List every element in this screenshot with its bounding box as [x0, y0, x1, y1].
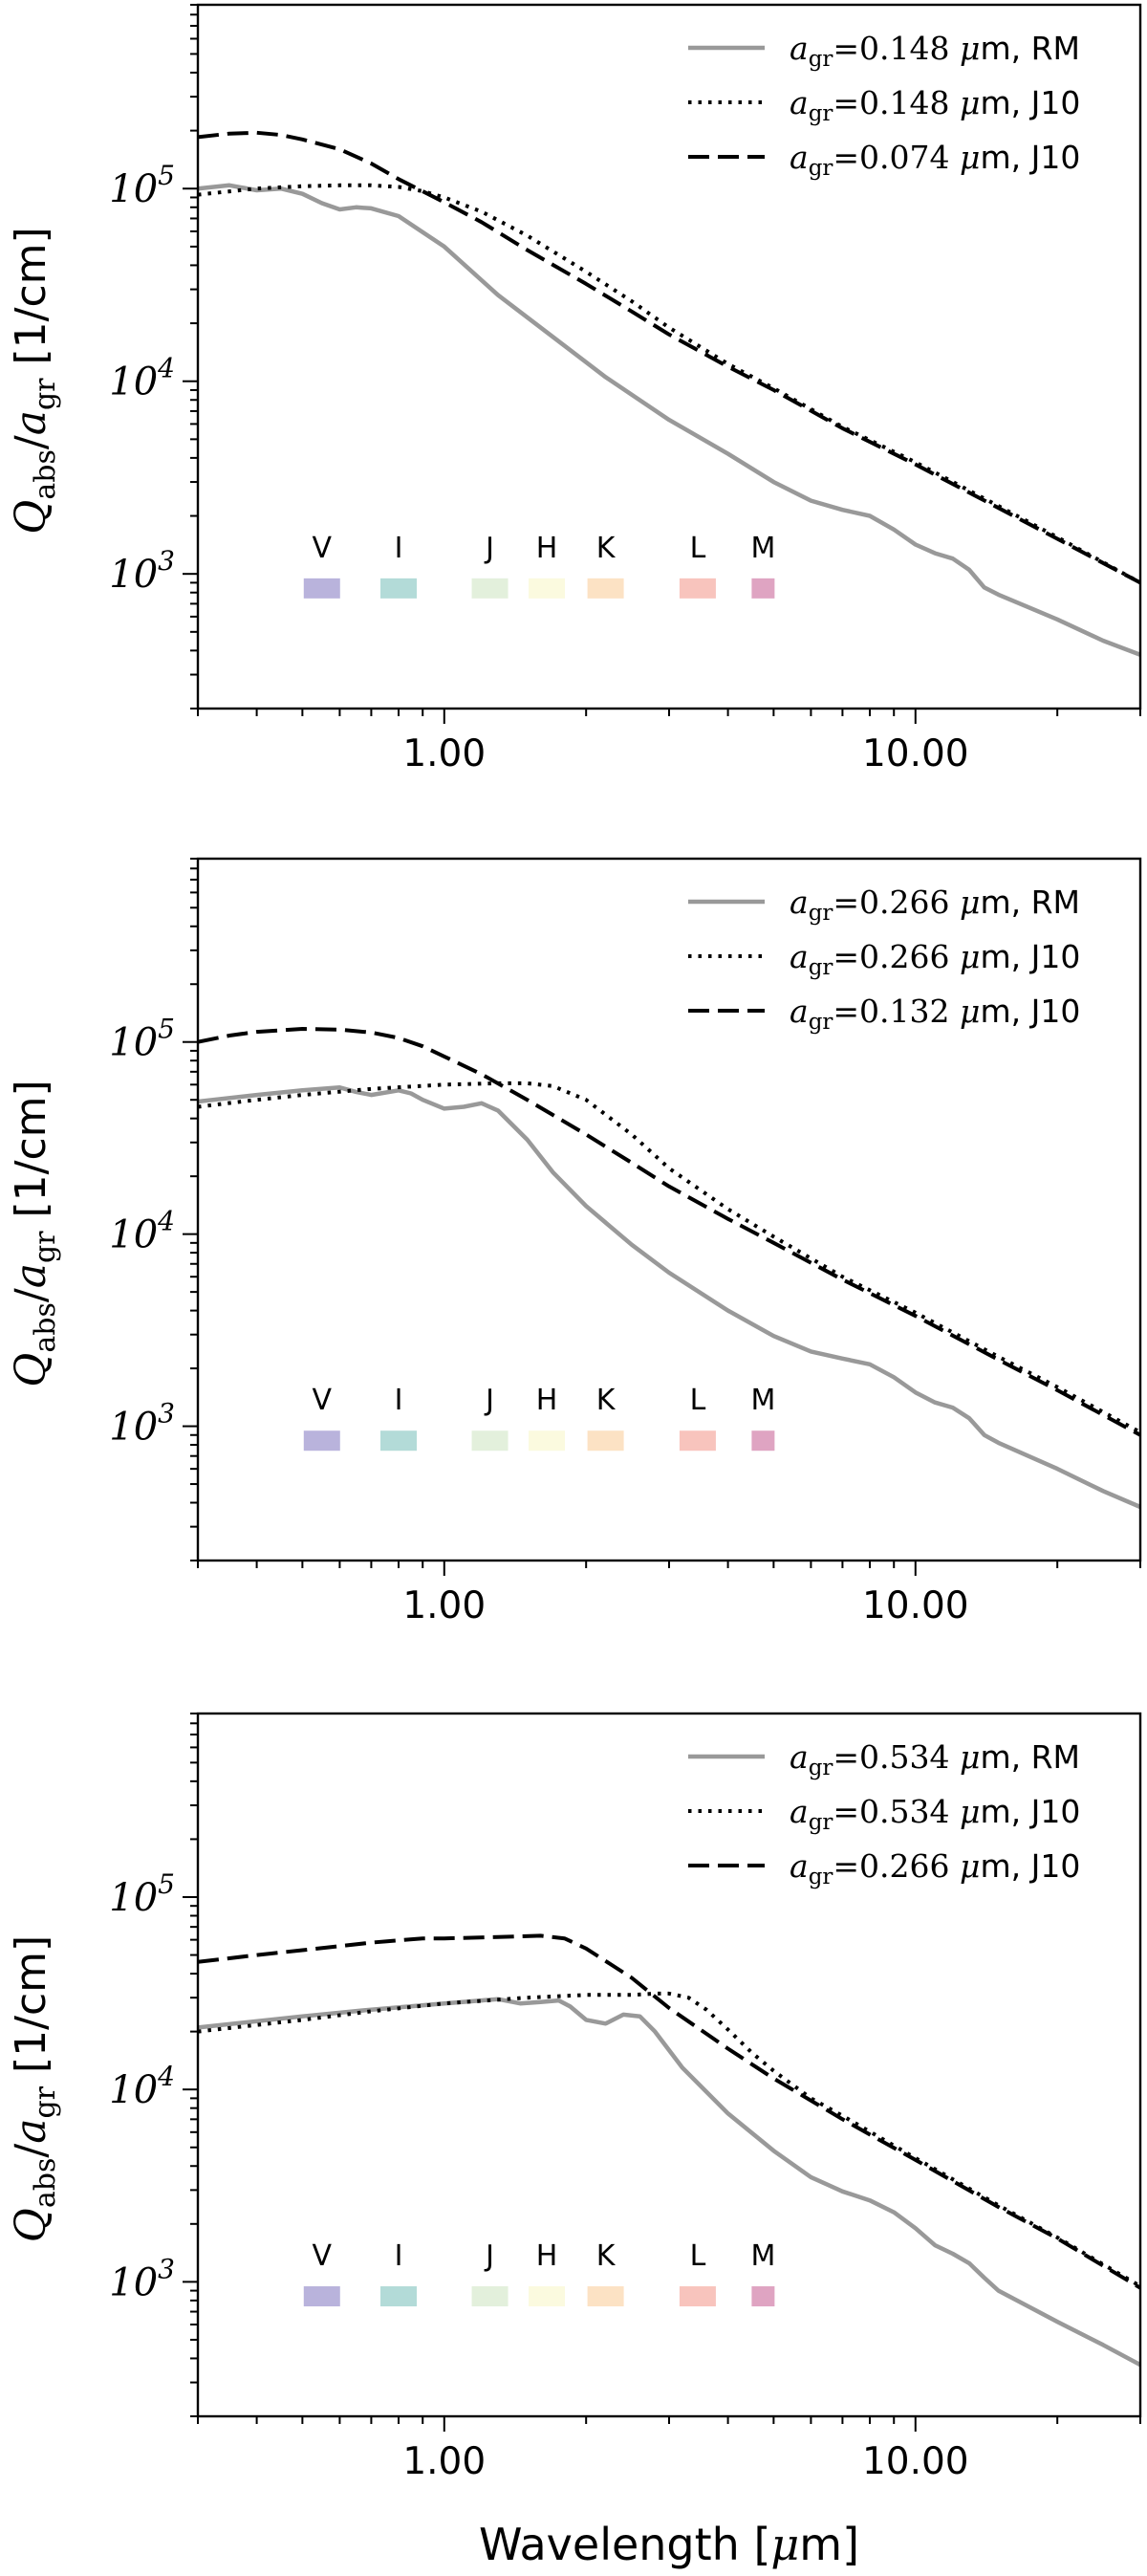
x-axis-ticks: [197, 709, 1141, 724]
y-tick-label: 103: [109, 2253, 175, 2304]
band-k-label: K: [596, 532, 617, 565]
y-tick-label: 104: [109, 353, 175, 404]
band-k-swatch: [587, 578, 624, 599]
band-i-swatch: [380, 2286, 418, 2307]
series-line-dashed: [198, 1027, 1140, 1437]
x-axis-ticks: [197, 1561, 1141, 1576]
chart-panel-3: V I J H K L M 1.00 10.00 103 104 105 Qabs/agr [1/cm]…: [7, 1712, 1142, 2570]
y-tick-label: 104: [109, 1206, 175, 1257]
x-tick-label: 10.00: [862, 732, 969, 775]
series-line-solid: [198, 1085, 1140, 1510]
legend: agr=0.148 μm, RM agr=0.148 μm, J10 agr=0.0…: [688, 30, 1080, 181]
x-axis-label: Wavelength [μm]: [479, 2519, 859, 2570]
legend-entry: agr=0.148 μm, J10: [790, 84, 1080, 126]
y-tick-label: 103: [109, 545, 175, 597]
legend-entry: agr=0.074 μm, J10: [790, 139, 1080, 181]
band-v-swatch: [303, 1430, 340, 1452]
band-v-swatch: [303, 2286, 340, 2307]
band-m-label: M: [750, 1384, 775, 1417]
band-k-swatch: [587, 2286, 624, 2307]
y-tick-label: 105: [109, 1014, 175, 1065]
series-line-dotted: [198, 183, 1140, 585]
band-l-swatch: [679, 578, 716, 599]
y-axis-label: Qabs/agr [1/cm]: [7, 1935, 62, 2242]
band-k-label: K: [596, 2239, 617, 2273]
y-tick-label: 104: [109, 2061, 175, 2112]
x-tick-label: 10.00: [862, 1584, 969, 1627]
band-h-swatch: [528, 1430, 565, 1452]
band-v-label: V: [313, 532, 333, 565]
y-axis-ticks: [183, 858, 198, 1561]
legend-entry: agr=0.534 μm, J10: [790, 1793, 1080, 1835]
band-v-label: V: [313, 1384, 333, 1417]
legend-entry: agr=0.132 μm, J10: [790, 993, 1080, 1035]
series-group: [198, 1933, 1140, 2368]
series-group: [198, 1027, 1140, 1510]
y-tick-label: 103: [109, 1398, 175, 1450]
y-axis-ticks: [183, 1713, 198, 2417]
band-j-label: J: [484, 1384, 494, 1417]
y-tick-label: 105: [109, 160, 175, 211]
x-tick-label: 1.00: [402, 732, 486, 775]
band-l-label: L: [690, 532, 706, 565]
legend-entry: agr=0.266 μm, J10: [790, 938, 1080, 980]
band-h-label: H: [536, 532, 558, 565]
x-tick-label: 1.00: [402, 1584, 486, 1627]
series-line-dotted: [198, 1081, 1140, 1434]
band-m-swatch: [751, 578, 775, 599]
y-axis-ticks: [183, 4, 198, 709]
band-v-swatch: [303, 578, 340, 599]
band-j-label: J: [484, 532, 494, 565]
band-j-swatch: [471, 1430, 509, 1452]
series-line-dashed: [198, 1933, 1140, 2290]
band-k-label: K: [596, 1384, 617, 1417]
series-line-dotted: [198, 1991, 1140, 2288]
band-i-swatch: [380, 1430, 418, 1452]
legend-entry: agr=0.266 μm, RM: [790, 884, 1080, 926]
band-m-label: M: [750, 532, 775, 565]
band-v-label: V: [313, 2239, 333, 2273]
series-line-dashed: [198, 130, 1140, 585]
y-axis-label: Qabs/agr [1/cm]: [7, 1080, 62, 1386]
band-m-swatch: [751, 1430, 775, 1452]
band-i-label: I: [395, 532, 403, 565]
band-h-label: H: [536, 1384, 558, 1417]
legend-entry: agr=0.534 μm, RM: [790, 1738, 1080, 1780]
band-m-swatch: [751, 2286, 775, 2307]
x-axis-ticks: [197, 2416, 1141, 2432]
band-j-swatch: [471, 2286, 509, 2307]
band-m-label: M: [750, 2239, 775, 2273]
band-l-swatch: [679, 2286, 716, 2307]
legend: agr=0.534 μm, RM agr=0.534 μm, J10 agr=0.2…: [688, 1738, 1080, 1889]
legend: agr=0.266 μm, RM agr=0.266 μm, J10 agr=0.1…: [688, 884, 1080, 1035]
series-group: [198, 130, 1140, 657]
band-l-swatch: [679, 1430, 716, 1452]
x-tick-label: 1.00: [402, 2440, 486, 2483]
band-l-label: L: [690, 2239, 706, 2273]
band-j-label: J: [484, 2239, 494, 2273]
legend-entry: agr=0.266 μm, J10: [790, 1847, 1080, 1889]
series-line-solid: [198, 1997, 1140, 2368]
band-h-label: H: [536, 2239, 558, 2273]
band-l-label: L: [690, 1384, 706, 1417]
legend-entry: agr=0.148 μm, RM: [790, 30, 1080, 72]
x-tick-label: 10.00: [862, 2440, 969, 2483]
band-k-swatch: [587, 1430, 624, 1452]
band-h-swatch: [528, 578, 565, 599]
band-i-label: I: [395, 1384, 403, 1417]
chart-panel-1: V I J H K L M 1.00 10.00 103 104 105 Qabs/agr [1/cm]…: [7, 3, 1142, 775]
y-axis-label: Qabs/agr [1/cm]: [7, 227, 62, 534]
band-h-swatch: [528, 2286, 565, 2307]
y-tick-label: 105: [109, 1868, 175, 1920]
series-line-solid: [198, 183, 1140, 657]
band-j-swatch: [471, 578, 509, 599]
chart-panel-2: V I J H K L M 1.00 10.00 103 104 105 Qabs/agr [1/cm]…: [7, 857, 1142, 1627]
band-i-label: I: [395, 2239, 403, 2273]
band-i-swatch: [380, 578, 418, 599]
